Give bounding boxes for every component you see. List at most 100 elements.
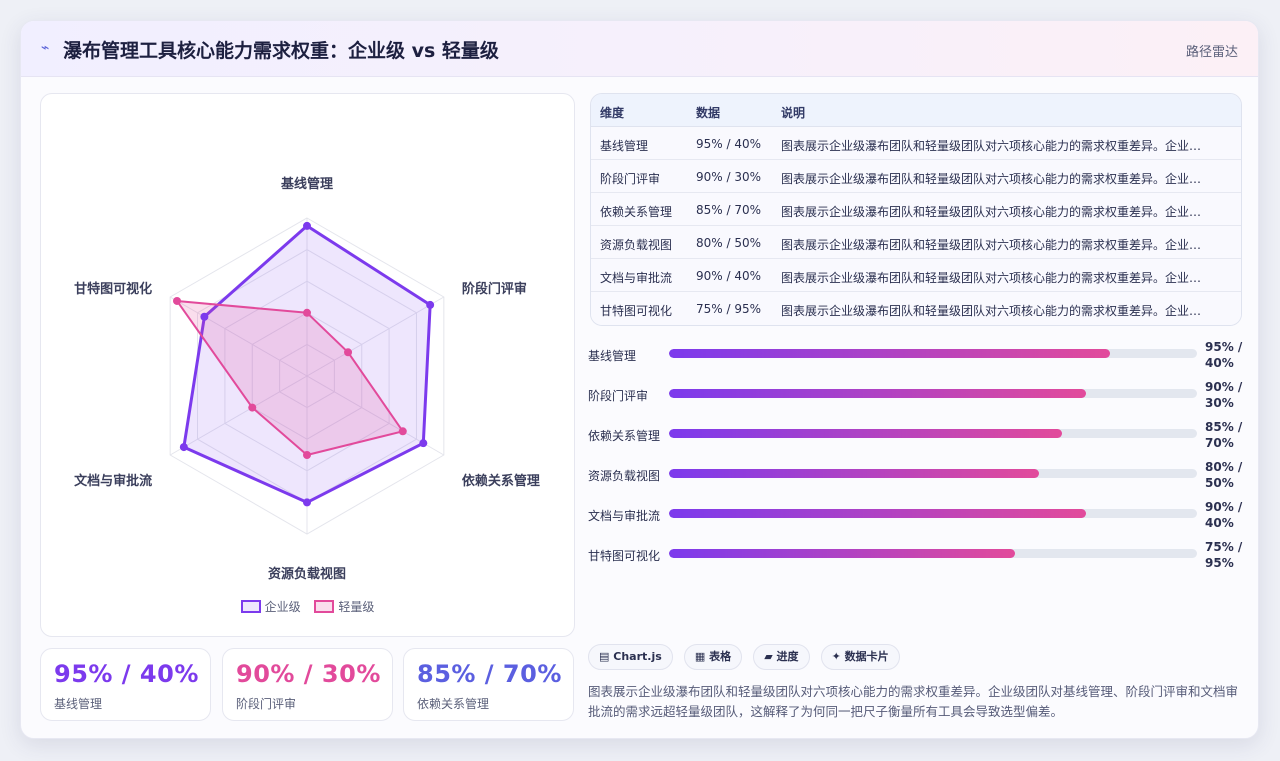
progress-fill [669, 509, 1087, 518]
legend-swatch-enterprise [240, 600, 261, 613]
radar-spoke [169, 296, 308, 377]
progress-fill [669, 549, 1015, 558]
view-chips: ▤ Chart.js ▦ 表格 ▰ 进度 ✦ 数据卡片 [588, 644, 906, 670]
page-title: 瀑布管理工具核心能力需求权重：企业级 vs 轻量级 [63, 40, 499, 62]
chip-progress[interactable]: ▰ 进度 [753, 644, 810, 670]
progress-track [669, 509, 1197, 518]
table-cell: 95% / 40% [696, 137, 762, 151]
radar-axis-label: 阶段门评审 [462, 281, 527, 297]
progress-icon: ▰ [764, 650, 773, 663]
table-cell: 甘特图可视化 [600, 304, 673, 318]
radar-point [179, 443, 188, 452]
progress-fill [669, 469, 1039, 478]
header-bar: ⌁ 瀑布管理工具核心能力需求权重：企业级 vs 轻量级 路径雷达 [21, 21, 1258, 77]
chip-table[interactable]: ▦ 表格 [683, 644, 743, 670]
radar-point [426, 300, 435, 309]
table-row[interactable]: 资源负载视图 80% / 50% 图表展示企业级瀑布团队和轻量级团队对六项核心能… [591, 226, 1241, 259]
legend-label-lightweight: 轻量级 [338, 600, 375, 614]
table-row[interactable]: 文档与审批流 90% / 40% 图表展示企业级瀑布团队和轻量级团队对六项核心能… [591, 259, 1241, 292]
progress-label: 甘特图可视化 [588, 549, 661, 563]
column-header-note[interactable]: 说明 [781, 106, 806, 120]
signal-icon: ⌁ [41, 40, 50, 56]
radar-point [419, 439, 428, 448]
chip-chartjs[interactable]: ▤ Chart.js [588, 644, 673, 670]
radar-axis-label: 资源负载视图 [268, 566, 346, 582]
radar-point [303, 451, 311, 459]
progress-track [669, 549, 1197, 558]
chart-legend: 企业级 轻量级 [41, 598, 574, 616]
table-cell: 75% / 95% [696, 302, 762, 316]
stat-label: 基线管理 [54, 697, 103, 711]
table-row[interactable]: 甘特图可视化 75% / 95% 图表展示企业级瀑布团队和轻量级团队对六项核心能… [591, 292, 1241, 325]
radar-axis-label: 基线管理 [280, 176, 333, 192]
column-header-dimension[interactable]: 维度 [600, 106, 625, 120]
progress-fill [669, 349, 1110, 358]
radar-spoke [169, 375, 308, 456]
progress-bars: 基线管理 95% / 40% 阶段门评审 90% / 30% 依赖关系管理 85… [588, 339, 1248, 579]
column-header-data[interactable]: 数据 [696, 106, 721, 120]
table-cell: 图表展示企业级瀑布团队和轻量级团队对六项核心能力的需求权重差异。企业级团队对基线… [781, 139, 1211, 153]
radar-point [303, 308, 311, 317]
legend-item-lightweight[interactable]: 轻量级 [314, 598, 374, 615]
table-cell: 依赖关系管理 [600, 205, 673, 219]
chip-label: 表格 [709, 650, 732, 663]
progress-track [669, 349, 1197, 358]
radar-axis-label: 依赖关系管理 [462, 473, 540, 489]
table-cell: 85% / 70% [696, 203, 762, 217]
progress-row: 阶段门评审 90% / 30% [588, 379, 1248, 413]
radar-point [248, 403, 257, 412]
table-header: 维度 数据 说明 [591, 94, 1241, 127]
table-icon: ▦ [694, 650, 706, 663]
chip-label: 进度 [776, 650, 799, 663]
legend-label-enterprise: 企业级 [264, 600, 301, 614]
progress-value: 90% / 40% [1205, 500, 1243, 530]
progress-fill [669, 389, 1087, 398]
legend-swatch-lightweight [314, 600, 335, 613]
table-cell: 文档与审批流 [600, 271, 673, 285]
radar-spoke [306, 296, 445, 377]
progress-value: 80% / 50% [1205, 460, 1243, 490]
table-cell: 图表展示企业级瀑布团队和轻量级团队对六项核心能力的需求权重差异。企业级团队对基线… [781, 205, 1211, 219]
stat-card-dependency: 85% / 70% 依赖关系管理 [403, 648, 574, 721]
progress-row: 基线管理 95% / 40% [588, 339, 1248, 373]
progress-label: 基线管理 [588, 349, 637, 363]
stat-value: 90% / 30% [236, 660, 381, 688]
stat-value: 85% / 70% [417, 660, 562, 688]
radar-chart-panel: 基线管理 阶段门评审 依赖关系管理 资源负载视图 文档与审批流 甘特图可视化 企业级 轻量… [40, 93, 575, 637]
stat-value: 95% / 40% [54, 660, 199, 688]
data-table: 维度 数据 说明 基线管理 95% / 40% 图表展示企业级瀑布团队和轻量级团… [590, 93, 1242, 326]
legend-item-enterprise[interactable]: 企业级 [240, 598, 301, 615]
stat-label: 阶段门评审 [236, 697, 297, 711]
progress-row: 文档与审批流 90% / 40% [588, 499, 1248, 533]
stat-card-baseline: 95% / 40% 基线管理 [40, 648, 211, 721]
table-row[interactable]: 依赖关系管理 85% / 70% 图表展示企业级瀑布团队和轻量级团队对六项核心能… [591, 193, 1241, 226]
chart-description: 图表展示企业级瀑布团队和轻量级团队对六项核心能力的需求权重差异。企业级团队对基线… [588, 684, 1239, 719]
table-cell: 图表展示企业级瀑布团队和轻量级团队对六项核心能力的需求权重差异。企业级团队对基线… [781, 304, 1211, 318]
table-cell: 阶段门评审 [600, 172, 661, 186]
radar-point [344, 348, 353, 357]
progress-row: 甘特图可视化 75% / 95% [588, 539, 1248, 573]
table-cell: 图表展示企业级瀑布团队和轻量级团队对六项核心能力的需求权重差异。企业级团队对基线… [781, 172, 1211, 186]
progress-row: 资源负载视图 80% / 50% [588, 459, 1248, 493]
radar-point [303, 221, 311, 230]
table-row[interactable]: 阶段门评审 90% / 30% 图表展示企业级瀑布团队和轻量级团队对六项核心能力… [591, 160, 1241, 193]
chip-data-cards[interactable]: ✦ 数据卡片 [820, 644, 900, 670]
table-cell: 图表展示企业级瀑布团队和轻量级团队对六项核心能力的需求权重差异。企业级团队对基线… [781, 271, 1211, 285]
progress-label: 资源负载视图 [588, 469, 661, 483]
progress-label: 阶段门评审 [588, 389, 649, 403]
progress-value: 90% / 30% [1205, 380, 1243, 410]
table-cell: 90% / 30% [696, 170, 762, 184]
radar-point [200, 312, 209, 321]
progress-track [669, 469, 1197, 478]
stat-card-stage-gate: 90% / 30% 阶段门评审 [222, 648, 393, 721]
table-row[interactable]: 基线管理 95% / 40% 图表展示企业级瀑布团队和轻量级团队对六项核心能力的… [591, 127, 1241, 160]
dashboard-card: ⌁ 瀑布管理工具核心能力需求权重：企业级 vs 轻量级 路径雷达 基线管理阶段门… [20, 20, 1259, 739]
chip-label: 数据卡片 [844, 650, 889, 663]
progress-value: 95% / 40% [1205, 340, 1243, 370]
chart-type-badge: 路径雷达 [1185, 45, 1238, 60]
progress-label: 文档与审批流 [588, 509, 661, 523]
table-cell: 90% / 40% [696, 269, 762, 283]
table-cell: 图表展示企业级瀑布团队和轻量级团队对六项核心能力的需求权重差异。企业级团队对基线… [781, 238, 1211, 252]
radar-axis-label: 甘特图可视化 [74, 281, 152, 297]
